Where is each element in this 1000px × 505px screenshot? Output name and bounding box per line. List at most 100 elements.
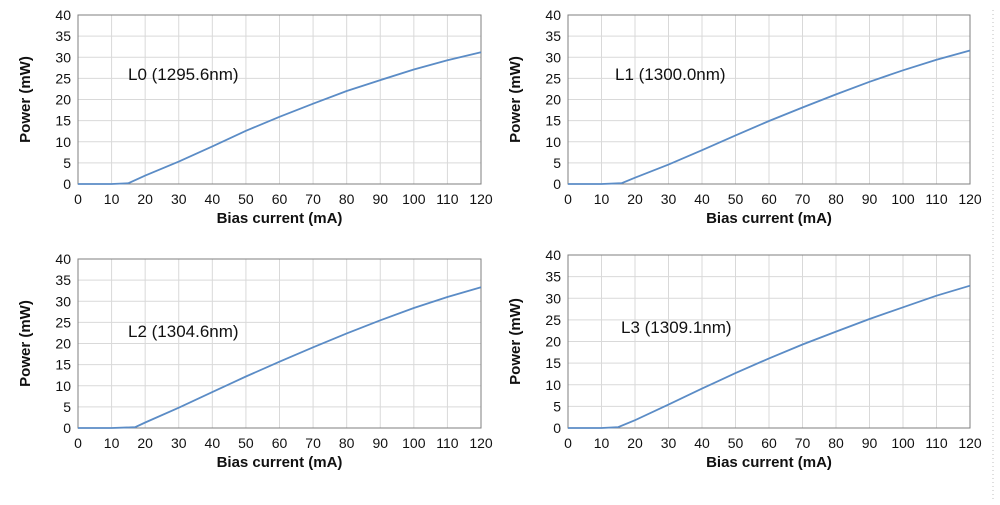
x-tick-label: 100 bbox=[402, 435, 426, 451]
x-axis-title: Bias current (mA) bbox=[217, 210, 343, 227]
chart-panel-0: 0 5 10 15 20 25 30 35 40 0 10 20 30 40 50 60 70 80 90 100 11… bbox=[17, 7, 493, 227]
x-tick-label: 110 bbox=[436, 435, 459, 451]
x-tick-label: 120 bbox=[469, 191, 493, 207]
x-tick-label: 40 bbox=[694, 191, 710, 207]
curve-annotation: L2 (1304.6nm) bbox=[128, 322, 239, 341]
y-tick-label: 15 bbox=[545, 113, 561, 129]
plot-frame bbox=[77, 258, 482, 429]
x-tick-label: 40 bbox=[205, 435, 221, 451]
chart-panel-1: 0 5 10 15 20 25 30 35 40 0 10 20 30 40 50 60 70 80 90 100 11… bbox=[507, 7, 982, 227]
plot-frame bbox=[567, 14, 971, 185]
y-axis-title: Power (mW) bbox=[507, 56, 524, 143]
y-tick-label: 5 bbox=[553, 398, 561, 414]
x-tick-label: 50 bbox=[238, 435, 254, 451]
x-tick-label: 60 bbox=[761, 435, 777, 451]
x-tick-label: 110 bbox=[925, 191, 948, 207]
y-tick-label: 30 bbox=[545, 49, 561, 65]
y-tick-label: 10 bbox=[55, 378, 71, 394]
x-tick-label: 80 bbox=[339, 191, 355, 207]
y-tick-label: 35 bbox=[545, 269, 561, 285]
y-tick-label: 30 bbox=[545, 290, 561, 306]
y-tick-label: 35 bbox=[545, 28, 561, 44]
plot-frame bbox=[77, 14, 482, 185]
x-tick-label: 30 bbox=[661, 435, 677, 451]
x-tick-label: 90 bbox=[862, 191, 878, 207]
y-tick-label: 0 bbox=[63, 420, 71, 436]
x-tick-label: 70 bbox=[795, 191, 811, 207]
x-tick-label: 80 bbox=[828, 191, 844, 207]
x-tick-label: 60 bbox=[272, 191, 288, 207]
series-line bbox=[78, 51, 482, 185]
x-tick-label: 80 bbox=[339, 435, 355, 451]
y-tick-label: 30 bbox=[55, 293, 71, 309]
x-tick-label: 60 bbox=[761, 191, 777, 207]
y-tick-label: 20 bbox=[545, 92, 561, 108]
x-tick-label: 30 bbox=[171, 435, 187, 451]
x-tick-label: 20 bbox=[627, 435, 643, 451]
y-tick-label: 0 bbox=[553, 176, 561, 192]
y-tick-label: 10 bbox=[545, 134, 561, 150]
y-tick-label: 15 bbox=[55, 113, 71, 129]
y-tick-label: 5 bbox=[553, 155, 561, 171]
curve-annotation: L1 (1300.0nm) bbox=[615, 65, 726, 84]
x-tick-label: 50 bbox=[728, 191, 744, 207]
x-axis-title: Bias current (mA) bbox=[706, 454, 832, 471]
y-tick-label: 30 bbox=[55, 49, 71, 65]
x-tick-label: 20 bbox=[137, 191, 153, 207]
y-tick-label: 40 bbox=[545, 247, 561, 263]
x-tick-label: 120 bbox=[469, 435, 493, 451]
curve-annotation: L3 (1309.1nm) bbox=[621, 318, 732, 337]
x-tick-label: 100 bbox=[891, 191, 915, 207]
x-tick-label: 50 bbox=[238, 191, 254, 207]
curve-annotation: L0 (1295.6nm) bbox=[128, 65, 239, 84]
x-tick-label: 0 bbox=[74, 435, 82, 451]
y-tick-label: 15 bbox=[545, 355, 561, 371]
x-tick-label: 60 bbox=[272, 435, 288, 451]
x-tick-label: 0 bbox=[74, 191, 82, 207]
y-tick-label: 10 bbox=[55, 134, 71, 150]
x-tick-label: 20 bbox=[627, 191, 643, 207]
series-line bbox=[568, 49, 971, 185]
y-axis-title: Power (mW) bbox=[507, 298, 524, 385]
y-tick-label: 15 bbox=[55, 357, 71, 373]
x-tick-label: 90 bbox=[862, 435, 878, 451]
y-tick-label: 35 bbox=[55, 272, 71, 288]
x-tick-label: 70 bbox=[305, 435, 321, 451]
y-axis-title: Power (mW) bbox=[17, 300, 34, 387]
y-tick-label: 5 bbox=[63, 399, 71, 415]
x-tick-label: 90 bbox=[372, 191, 388, 207]
x-tick-label: 0 bbox=[564, 435, 572, 451]
y-tick-label: 25 bbox=[55, 314, 71, 330]
x-tick-label: 10 bbox=[594, 191, 610, 207]
y-tick-label: 40 bbox=[55, 7, 71, 23]
y-axis-title: Power (mW) bbox=[17, 56, 34, 143]
y-tick-label: 25 bbox=[545, 312, 561, 328]
x-tick-label: 30 bbox=[661, 191, 677, 207]
y-tick-label: 25 bbox=[55, 70, 71, 86]
x-axis-title: Bias current (mA) bbox=[706, 210, 832, 227]
chart-panel-3: 0 5 10 15 20 25 30 35 40 0 10 20 30 40 50 60 70 80 90 100 11… bbox=[507, 247, 982, 471]
x-tick-label: 50 bbox=[728, 435, 744, 451]
y-tick-label: 40 bbox=[55, 251, 71, 267]
x-tick-label: 100 bbox=[402, 191, 426, 207]
x-tick-label: 100 bbox=[891, 435, 915, 451]
y-tick-label: 0 bbox=[63, 176, 71, 192]
y-tick-label: 25 bbox=[545, 70, 561, 86]
series-line bbox=[568, 284, 971, 429]
x-tick-label: 70 bbox=[305, 191, 321, 207]
y-tick-label: 20 bbox=[55, 92, 71, 108]
x-tick-label: 40 bbox=[205, 191, 221, 207]
x-tick-label: 40 bbox=[694, 435, 710, 451]
x-tick-label: 10 bbox=[104, 191, 120, 207]
plot-frame bbox=[567, 254, 971, 429]
y-tick-label: 5 bbox=[63, 155, 71, 171]
y-tick-label: 35 bbox=[55, 28, 71, 44]
x-tick-label: 120 bbox=[958, 435, 982, 451]
x-tick-label: 20 bbox=[137, 435, 153, 451]
y-tick-label: 0 bbox=[553, 420, 561, 436]
x-tick-label: 10 bbox=[104, 435, 120, 451]
y-tick-label: 20 bbox=[55, 336, 71, 352]
x-tick-label: 90 bbox=[372, 435, 388, 451]
